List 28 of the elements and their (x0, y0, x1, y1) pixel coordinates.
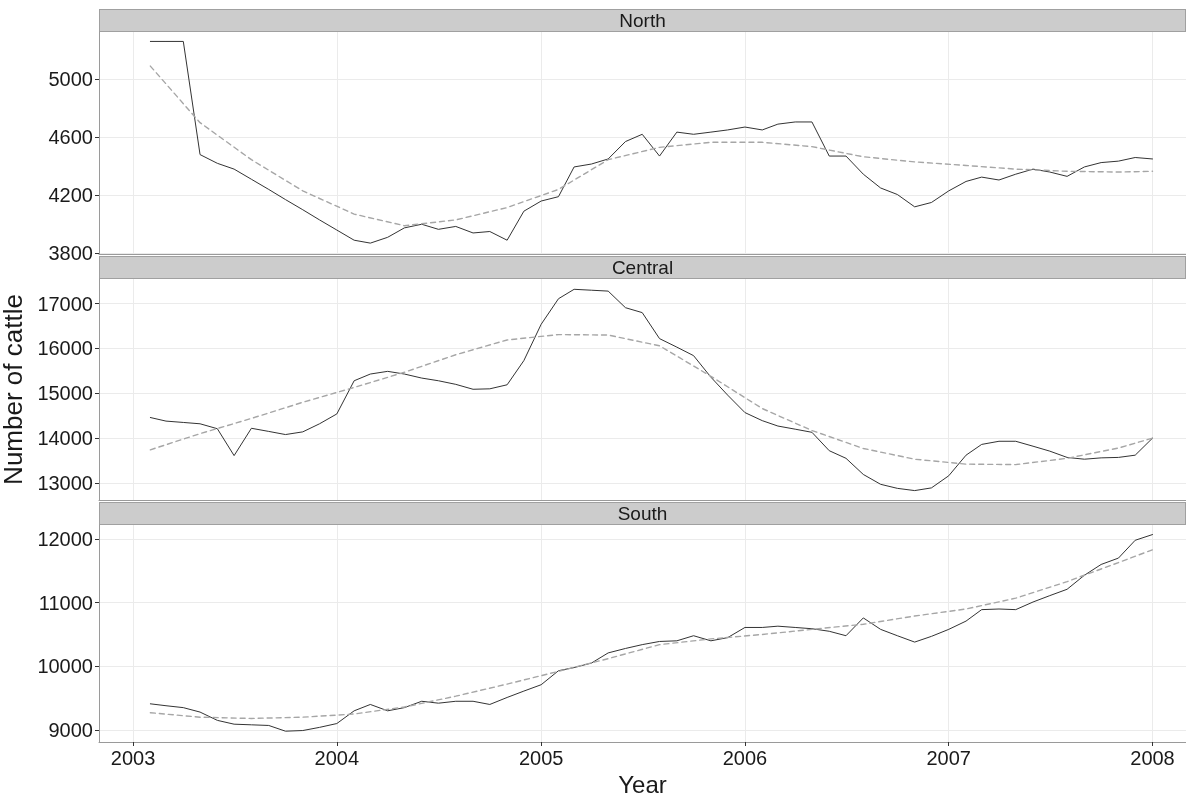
y-tick-label: 4200 (48, 184, 93, 207)
line-series (149, 40, 1153, 244)
y-tick-label: 4600 (48, 126, 93, 149)
x-tick-label: 2004 (314, 747, 360, 769)
x-tick-label: 2006 (722, 747, 768, 769)
y-tick-label: 17000 (37, 292, 93, 315)
x-tick-label: 2007 (926, 747, 971, 769)
line-series (149, 65, 1154, 227)
chart-title: Central (611, 257, 674, 278)
y-tick-label: 11000 (38, 591, 93, 614)
x-tick-label: 2008 (1130, 747, 1175, 769)
y-tick-label: 16000 (37, 337, 93, 360)
y-tick-label: 10000 (37, 655, 93, 678)
y-tick-label: 9000 (48, 718, 93, 741)
chart-title: North (619, 10, 666, 31)
y-tick-label: 13000 (37, 471, 93, 494)
chart-title: South (617, 503, 668, 524)
y-tick-label: 14000 (37, 427, 93, 450)
line-series (149, 288, 1153, 492)
x-axis-title: Year (618, 771, 667, 794)
y-tick-label: 3800 (48, 242, 93, 265)
line-series (149, 333, 1154, 466)
y-tick-label: 5000 (48, 68, 93, 91)
x-tick-label: 2003 (110, 747, 156, 769)
x-tick-label: 2005 (518, 747, 564, 769)
y-tick-label: 12000 (37, 528, 93, 550)
y-tick-label: 15000 (37, 382, 93, 405)
y-axis-title: Number of cattle (0, 294, 29, 485)
